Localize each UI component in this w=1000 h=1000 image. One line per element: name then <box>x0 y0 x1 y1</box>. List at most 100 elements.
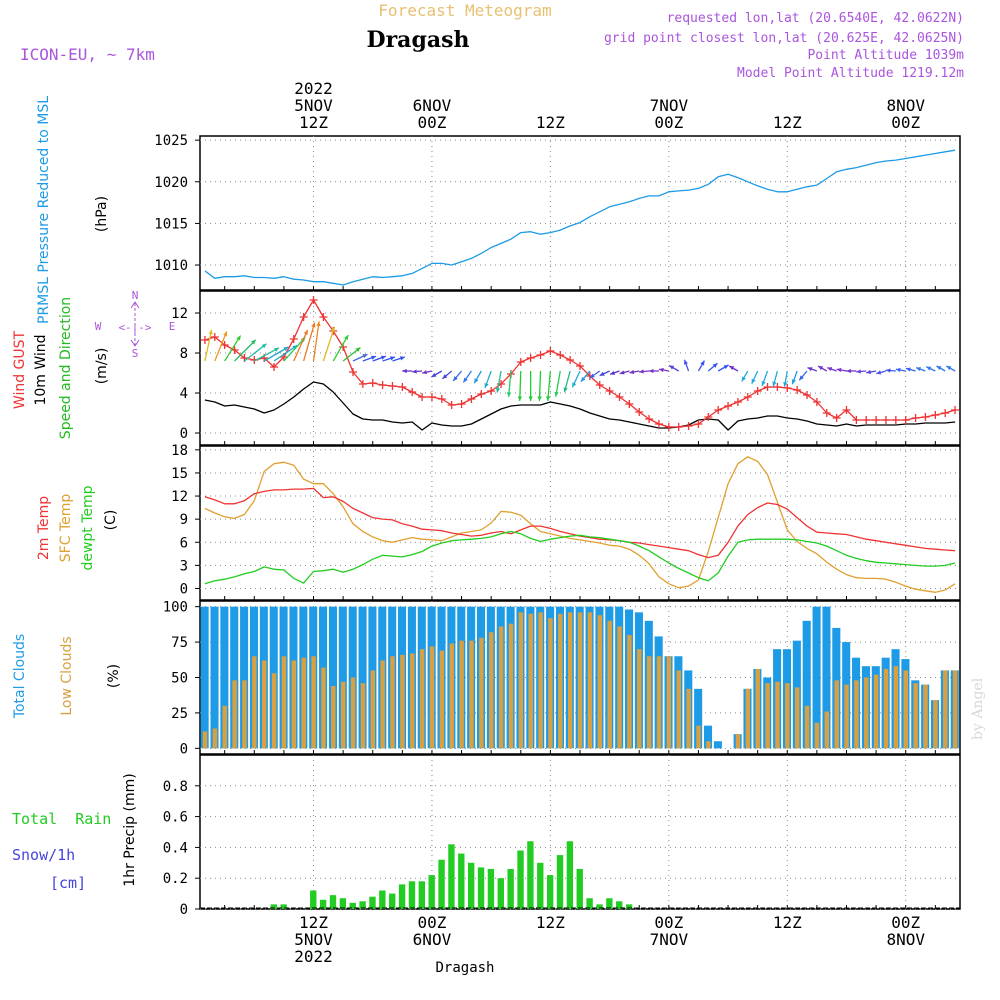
wind-direction-arrow <box>658 367 669 373</box>
wind-direction-arrow <box>402 368 413 374</box>
gust-marker <box>289 335 298 343</box>
arrow-head <box>453 376 458 381</box>
arrow-head <box>274 347 280 352</box>
total-cloud-bar <box>812 606 821 749</box>
arrow-head <box>554 391 559 397</box>
arrow-head <box>412 369 417 374</box>
rain-label: Total Rain <box>12 810 111 828</box>
wind-direction-arrow <box>332 334 349 362</box>
rain-bar <box>418 881 426 909</box>
gust-marker <box>299 313 308 321</box>
compass-s: S <box>132 347 139 360</box>
compass-w: W <box>95 320 102 333</box>
wind-direction-arrow <box>571 370 581 388</box>
gust-marker <box>753 387 762 395</box>
arrow-head <box>431 372 437 377</box>
arrow-head <box>905 367 911 372</box>
gust-marker <box>832 414 841 422</box>
wind-direction-arrow <box>528 371 533 401</box>
arrow-head <box>283 347 289 352</box>
arrow-head <box>580 376 586 382</box>
y-tick-label: 9 <box>180 512 188 528</box>
direction-label: Speed and Direction <box>58 297 74 439</box>
low-cloud-bar <box>410 653 415 749</box>
low-cloud-bar <box>893 666 899 749</box>
low-cloud-bar <box>666 656 672 749</box>
low-cloud-bar <box>706 741 711 749</box>
wind-direction-arrow <box>362 355 377 362</box>
arrow-head <box>772 381 777 387</box>
y-tick-label: 6 <box>180 535 188 551</box>
arrow-head <box>827 367 833 372</box>
y-tick-label: 4 <box>180 386 188 402</box>
rain-bar <box>537 862 544 909</box>
y-tick-label: 1015 <box>154 216 188 232</box>
wind-label: 10m Wind <box>33 334 49 405</box>
low-cloud-bar <box>558 613 563 749</box>
wind-direction-arrow <box>946 365 956 372</box>
gust-marker <box>398 383 407 391</box>
gust-marker <box>595 381 604 389</box>
rain-bar <box>556 855 564 909</box>
low-cloud-bar <box>360 683 366 749</box>
arrow-head <box>783 381 788 387</box>
low-cloud-bar <box>834 680 839 749</box>
low-cloud-bar <box>952 670 958 749</box>
y-tick-label: 100 <box>163 600 188 616</box>
time-label-top: 2022 <box>294 79 333 98</box>
bottom-location: Dragash <box>435 960 494 976</box>
time-label-bottom: 12Z <box>536 913 565 932</box>
wind-direction-arrow <box>885 368 896 373</box>
arrow-head <box>442 374 448 379</box>
arrow-head <box>648 368 654 374</box>
low-cloud-bar <box>469 640 474 749</box>
gust-marker <box>605 387 614 395</box>
gust-marker <box>576 362 584 370</box>
wind-direction-arrow <box>707 362 718 372</box>
wind-direction-arrow <box>517 370 523 402</box>
rain-bar <box>625 904 633 909</box>
low-cloud-bar <box>212 728 218 749</box>
gust-marker <box>664 423 673 431</box>
arrow-head <box>422 370 428 375</box>
gust-marker <box>842 406 851 414</box>
gust-marker <box>408 388 417 396</box>
low-cloud-bar <box>548 618 553 749</box>
arrow-head <box>807 367 813 372</box>
y-tick-label: 0 <box>180 902 188 918</box>
low-cloud-bar <box>913 683 918 749</box>
wind-direction-arrow <box>495 370 502 393</box>
low-cloud-bar <box>202 731 208 749</box>
sfc-label: SFC Temp <box>58 494 74 563</box>
gust-marker <box>881 416 890 424</box>
arrow-head <box>916 367 922 372</box>
y-tick-label: 1020 <box>154 175 188 191</box>
low-cloud-bar <box>400 654 405 749</box>
time-label-top: 00Z <box>891 113 920 132</box>
low-cloud-bar <box>804 705 810 749</box>
arrow-head <box>474 378 479 384</box>
wind-direction-arrow <box>717 364 729 372</box>
gust-marker <box>427 393 436 401</box>
wind-direction-arrow <box>473 370 482 384</box>
rain-bar <box>280 904 287 909</box>
y-tick-label: 0.6 <box>163 810 188 826</box>
temp-unit: (C) <box>103 510 119 531</box>
total-cloud-bar <box>220 606 229 749</box>
arrow-head <box>846 368 851 374</box>
arrow-head <box>589 373 595 378</box>
gust-marker <box>536 351 545 359</box>
gust-marker <box>635 408 644 416</box>
product-title: Forecast Meteogram <box>378 1 551 20</box>
wind-direction-arrow <box>546 370 552 401</box>
low-cloud-bar <box>814 722 820 749</box>
arrow-head <box>629 369 635 375</box>
arrow-head <box>610 370 616 375</box>
wind-panel: Wind GUST 10m Wind Speed and Direction (… <box>12 289 961 446</box>
y-tick-label: 12 <box>171 489 188 505</box>
gust-marker <box>921 413 930 421</box>
arrow-head <box>517 396 523 401</box>
low-cloud-bar <box>498 626 504 749</box>
y-tick-label: 75 <box>171 635 188 651</box>
time-label-top: 6NOV <box>413 96 452 115</box>
